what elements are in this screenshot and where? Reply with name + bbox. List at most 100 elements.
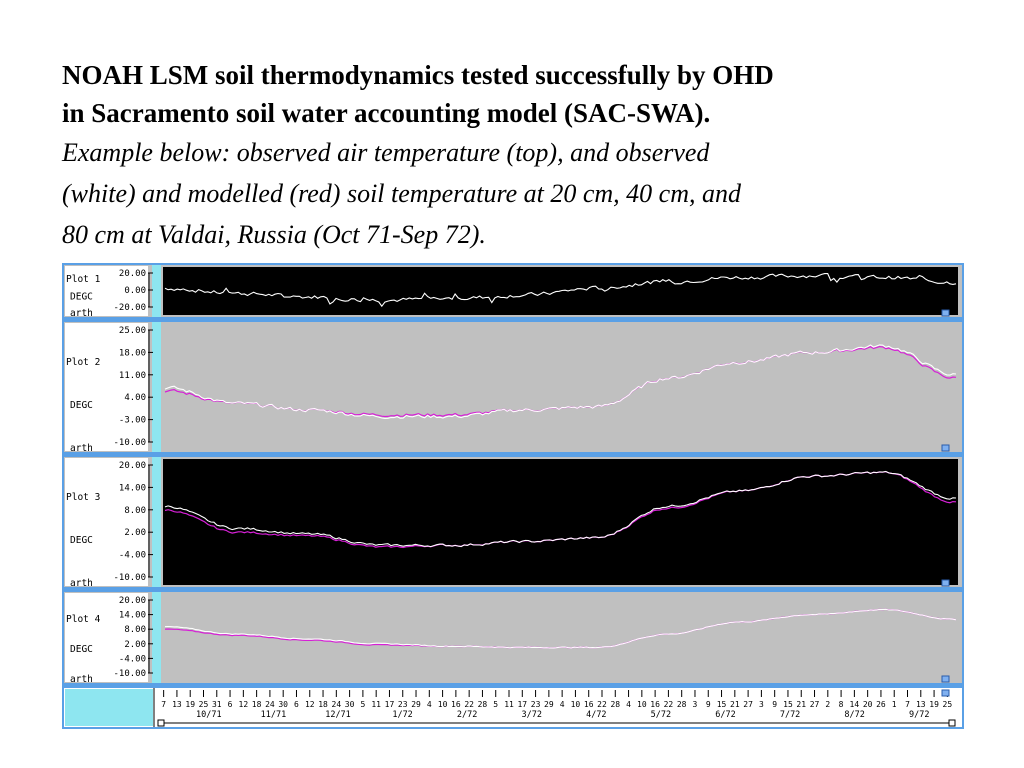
time-axis-day-label: 4: [560, 700, 565, 709]
panel-1-label-box: [65, 266, 148, 316]
panel-2-extra-label: arth: [70, 443, 93, 454]
panel-4-y-tick-label: 2.00: [124, 640, 146, 650]
panel-4-y-tick-label: -4.00: [119, 654, 146, 664]
panel-4-name: Plot 4: [66, 614, 101, 625]
time-axis-day-label: 11: [504, 700, 514, 709]
time-axis-day-label: 20: [863, 700, 873, 709]
time-axis-day-label: 16: [451, 700, 461, 709]
time-axis-month-label: 11/71: [261, 710, 287, 720]
panel-3-plot-area: [163, 459, 958, 585]
panel-2-label-box: [65, 323, 148, 451]
time-axis-panel: [64, 688, 962, 727]
time-axis-month-label: 12/71: [325, 710, 351, 720]
panel-2-y-tick-label: 4.00: [124, 393, 146, 403]
time-axis-month-label: 9/72: [909, 710, 929, 720]
panel-4-cyan-strip: [152, 592, 161, 683]
time-axis-cyan-box: [65, 689, 153, 726]
panel-1-name: Plot 1: [66, 274, 101, 285]
time-axis-day-label: 28: [610, 700, 620, 709]
panel-2-name: Plot 2: [66, 357, 100, 368]
time-axis-day-label: 13: [916, 700, 926, 709]
time-axis-day-label: 24: [332, 700, 342, 709]
time-axis-day-label: 26: [876, 700, 886, 709]
panel-3-y-tick-label: 8.00: [124, 506, 146, 516]
panel-3-resize-handle[interactable]: [941, 579, 950, 587]
time-axis-day-label: 3: [759, 700, 764, 709]
panel-3-y-tick-label: 20.00: [119, 461, 146, 471]
time-axis-day-label: 9: [772, 700, 777, 709]
time-axis-day-label: 27: [743, 700, 753, 709]
time-axis-day-label: 4: [427, 700, 432, 709]
panel-2-cyan-strip: [152, 322, 161, 452]
time-axis-day-label: 18: [318, 700, 328, 709]
panel-2-y-tick-label: -3.00: [119, 416, 146, 426]
panel-1-y-tick-label: 20.00: [119, 269, 146, 279]
time-axis-day-label: 22: [597, 700, 607, 709]
time-axis-day-label: 12: [239, 700, 249, 709]
time-axis-day-label: 10: [438, 700, 448, 709]
time-axis-resize-handle[interactable]: [941, 689, 950, 697]
panel-1-extra-label: arth: [70, 308, 93, 319]
panel-2-series-observed: [164, 344, 957, 419]
panel-4-label-box: [65, 593, 148, 682]
time-axis-day-label: 29: [544, 700, 554, 709]
panel-3-series-observed: [164, 470, 957, 548]
time-axis-day-label: 12: [305, 700, 315, 709]
time-axis-day-label: 7: [161, 700, 166, 709]
panel-1-series-observed: [164, 273, 957, 308]
panel-1-y-tick-label: 0.00: [124, 286, 146, 296]
time-axis-day-label: 17: [517, 700, 527, 709]
time-axis-day-label: 25: [943, 700, 953, 709]
time-axis-day-label: 5: [493, 700, 498, 709]
panel-3-y-tick-label: -4.00: [119, 551, 146, 561]
panel-4-plot-area: [163, 594, 958, 681]
panel-4-y-tick-label: 14.00: [119, 611, 146, 621]
time-axis-day-label: 16: [584, 700, 594, 709]
panel-2-y-tick-label: 25.00: [119, 326, 146, 336]
panel-1-y-tick-label: -20.00: [113, 303, 146, 313]
panel-3-label-box: [65, 458, 148, 586]
time-axis-day-label: 23: [531, 700, 541, 709]
time-axis-day-label: 29: [411, 700, 421, 709]
time-scrollbar-right-button[interactable]: [948, 719, 956, 727]
time-axis-day-label: 19: [929, 700, 939, 709]
time-axis-day-label: 18: [252, 700, 262, 709]
time-axis-day-label: 28: [478, 700, 488, 709]
subtitle-line-3: 80 cm at Valdai, Russia (Oct 71-Sep 72).: [62, 220, 486, 249]
time-axis-day-label: 6: [294, 700, 299, 709]
time-axis-month-label: 6/72: [715, 710, 735, 720]
panel-3-y-tick-label: 14.00: [119, 483, 146, 493]
time-axis-day-label: 30: [345, 700, 355, 709]
time-axis-day-label: 23: [398, 700, 408, 709]
time-axis-month-label: 10/71: [196, 710, 222, 720]
time-axis-month-label: 2/72: [457, 710, 477, 720]
time-axis-day-label: 30: [278, 700, 288, 709]
time-axis-day-label: 15: [717, 700, 727, 709]
panel-4-series-observed: [164, 608, 957, 649]
time-axis-day-label: 9: [706, 700, 711, 709]
panel-2-y-tick-label: -10.00: [113, 438, 146, 448]
panel-4-resize-handle[interactable]: [941, 675, 950, 683]
panel-1-resize-handle[interactable]: [941, 309, 950, 317]
time-axis-day-label: 10: [637, 700, 647, 709]
time-axis-day-label: 10: [571, 700, 581, 709]
time-axis-day-label: 22: [464, 700, 474, 709]
time-axis-month-label: 8/72: [844, 710, 864, 720]
panel-2-plot-area: [163, 324, 958, 450]
time-axis-day-label: 21: [796, 700, 806, 709]
time-axis-day-label: 22: [664, 700, 674, 709]
time-axis-day-label: 15: [783, 700, 793, 709]
panel-1-unit: DEGC: [70, 291, 93, 302]
time-axis-day-label: 4: [626, 700, 631, 709]
time-axis-day-label: 25: [199, 700, 209, 709]
caption: NOAH LSM soil thermodynamics tested succ…: [62, 56, 982, 255]
time-axis-day-label: 2: [825, 700, 830, 709]
time-axis-day-label: 17: [385, 700, 395, 709]
time-scrollbar-left-button[interactable]: [157, 719, 165, 727]
time-axis-day-label: 11: [371, 700, 381, 709]
panel-2-resize-handle[interactable]: [941, 444, 950, 452]
time-axis-day-label: 27: [810, 700, 820, 709]
time-axis-day-label: 24: [265, 700, 275, 709]
panel-3-y-tick-label: -10.00: [113, 573, 146, 583]
panel-4-extra-label: arth: [70, 674, 93, 685]
